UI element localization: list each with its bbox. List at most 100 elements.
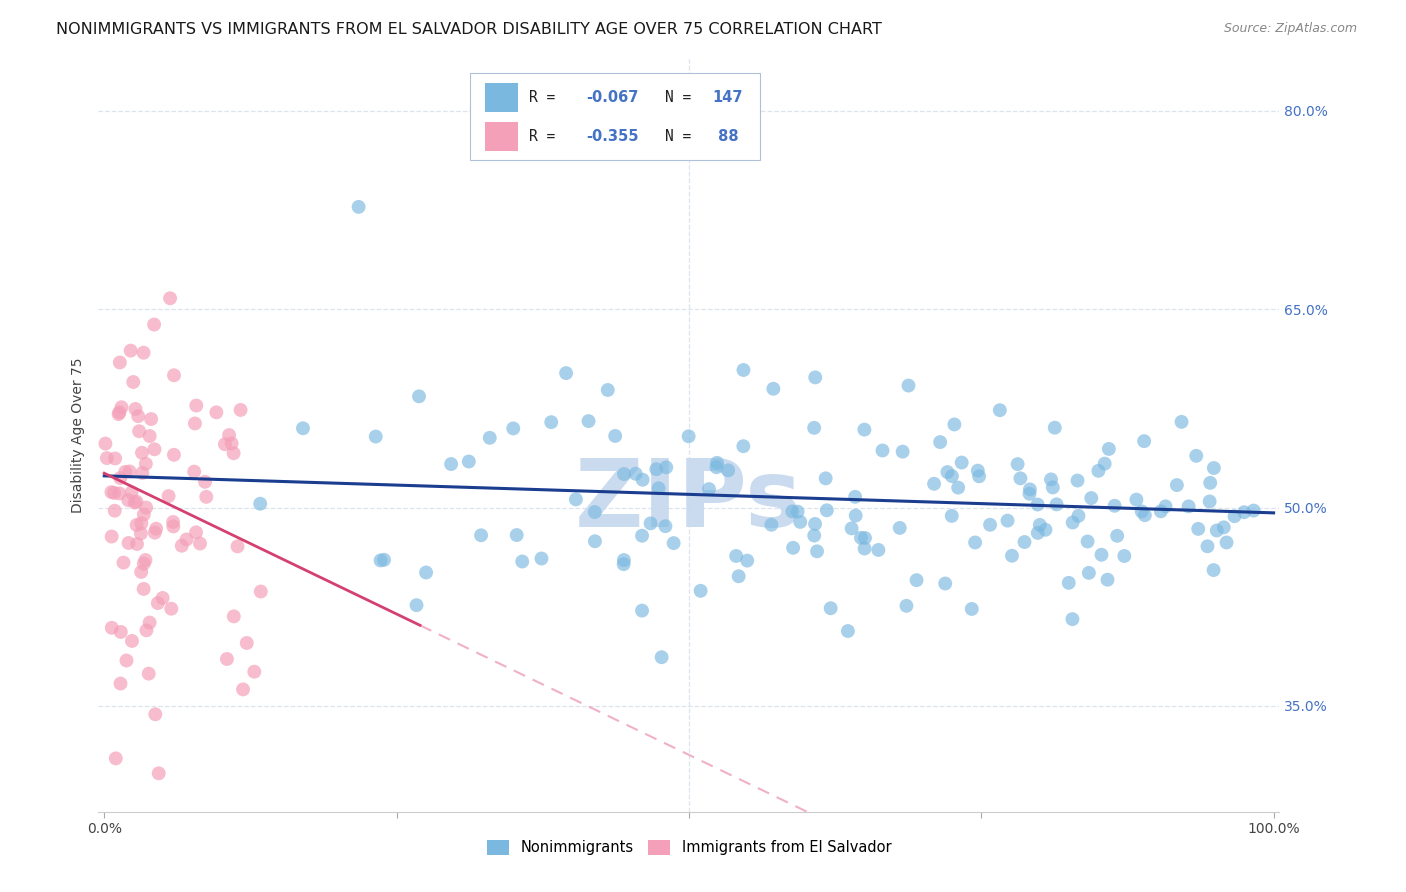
Point	[108, 405, 131, 419]
Point	[922, 476, 945, 491]
Point	[841, 521, 863, 535]
Point	[478, 431, 501, 445]
Point	[645, 462, 668, 476]
Point	[725, 549, 748, 563]
Point	[596, 383, 619, 397]
Point	[929, 435, 952, 450]
Point	[814, 471, 837, 485]
Point	[1154, 500, 1177, 514]
Point	[162, 515, 184, 529]
Point	[110, 471, 132, 485]
Point	[163, 448, 186, 462]
Point	[733, 439, 755, 453]
Point	[804, 370, 827, 384]
Point	[1104, 499, 1126, 513]
Point	[100, 529, 122, 543]
Point	[129, 565, 152, 579]
Point	[205, 405, 228, 419]
Point	[613, 467, 636, 481]
Point	[706, 456, 728, 470]
Point	[132, 582, 155, 596]
Point	[112, 556, 135, 570]
Point	[1043, 420, 1066, 434]
Point	[1202, 563, 1225, 577]
Point	[780, 504, 803, 518]
Text: N =: N =	[665, 128, 700, 144]
Point	[457, 454, 479, 468]
Point	[222, 446, 245, 460]
Point	[104, 504, 127, 518]
Point	[214, 437, 236, 451]
Point	[148, 766, 170, 780]
Point	[1187, 522, 1209, 536]
Point	[1130, 504, 1153, 518]
Point	[565, 492, 588, 507]
Point	[905, 573, 928, 587]
Text: -0.355: -0.355	[586, 128, 638, 144]
FancyBboxPatch shape	[471, 73, 759, 160]
Point	[1212, 520, 1234, 534]
Point	[121, 485, 143, 500]
Point	[159, 291, 181, 305]
Point	[613, 553, 636, 567]
Point	[613, 557, 636, 571]
Point	[631, 604, 654, 618]
Point	[786, 505, 808, 519]
Point	[226, 540, 249, 554]
Point	[114, 465, 136, 479]
Point	[735, 553, 758, 567]
Point	[1170, 415, 1192, 429]
Point	[408, 389, 430, 403]
Point	[188, 536, 211, 550]
Y-axis label: Disability Age Over 75: Disability Age Over 75	[72, 357, 86, 513]
Point	[125, 537, 148, 551]
Text: R =: R =	[530, 90, 564, 105]
Point	[988, 403, 1011, 417]
Point	[1197, 539, 1219, 553]
Point	[979, 517, 1001, 532]
Point	[110, 676, 132, 690]
Point	[941, 508, 963, 523]
Point	[583, 534, 606, 549]
Point	[138, 666, 160, 681]
Point	[1166, 478, 1188, 492]
Point	[1042, 480, 1064, 494]
Point	[1026, 498, 1049, 512]
Point	[134, 553, 156, 567]
Point	[1199, 475, 1222, 490]
Point	[143, 318, 166, 332]
Point	[291, 421, 314, 435]
Point	[221, 436, 243, 450]
Text: N =: N =	[665, 90, 700, 105]
Point	[1062, 612, 1084, 626]
Point	[370, 553, 392, 567]
Point	[183, 465, 205, 479]
Point	[1198, 494, 1220, 508]
Point	[124, 495, 146, 509]
Point	[249, 584, 271, 599]
Point	[415, 566, 437, 580]
Point	[530, 551, 553, 566]
Point	[135, 457, 157, 471]
Point	[1010, 471, 1032, 485]
Point	[706, 460, 728, 475]
Legend: Nonimmigrants, Immigrants from El Salvador: Nonimmigrants, Immigrants from El Salvad…	[481, 834, 897, 861]
Point	[139, 412, 162, 426]
Point	[120, 343, 142, 358]
Point	[143, 707, 166, 722]
Point	[1090, 548, 1112, 562]
Point	[1133, 434, 1156, 449]
Point	[186, 399, 208, 413]
Point	[1094, 457, 1116, 471]
Point	[845, 508, 868, 523]
Point	[844, 490, 866, 504]
Point	[184, 417, 207, 431]
Point	[868, 543, 890, 558]
Point	[655, 460, 678, 475]
Point	[1133, 508, 1156, 523]
Point	[117, 536, 139, 550]
Point	[960, 602, 983, 616]
Point	[176, 533, 198, 547]
Point	[104, 451, 127, 466]
Point	[1057, 575, 1080, 590]
